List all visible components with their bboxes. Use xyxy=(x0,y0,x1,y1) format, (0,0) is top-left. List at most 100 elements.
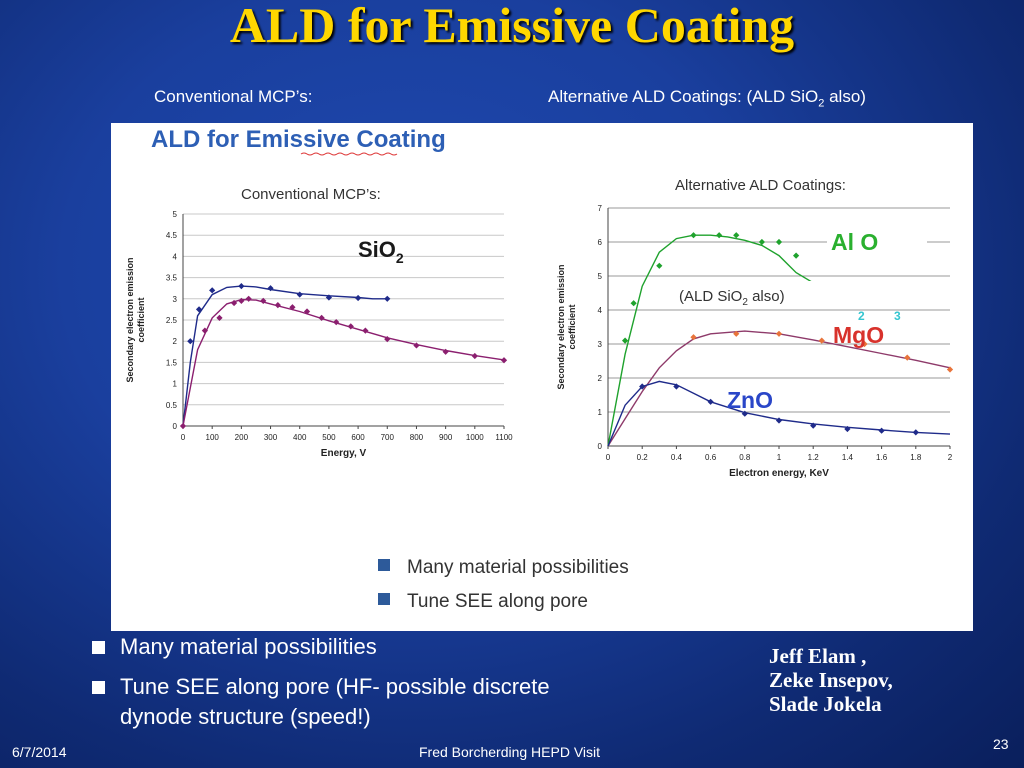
y-tick-label: 4 xyxy=(598,306,603,315)
bullet-item: Many material possibilities xyxy=(90,632,590,662)
x-tick-label: 2 xyxy=(948,453,953,462)
y-axis-label: Secondary electron emission xyxy=(556,264,566,389)
x-tick-label: 1.2 xyxy=(808,453,820,462)
series-point-0 xyxy=(630,300,637,307)
x-tick-label: 0 xyxy=(606,453,611,462)
legend-square-2 xyxy=(378,593,390,605)
y-tick-label: 1 xyxy=(173,380,178,389)
x-tick-label: 700 xyxy=(381,433,395,442)
series-point-1 xyxy=(274,302,281,309)
y-tick-label: 3.5 xyxy=(166,274,178,283)
series-point-0 xyxy=(656,262,663,269)
series-point-0 xyxy=(209,287,216,294)
embedded-figure: ALD for Emissive Coating Conventional MC… xyxy=(111,123,973,631)
series-point-2 xyxy=(878,427,885,434)
series-point-1 xyxy=(690,334,697,341)
y-tick-label: 4.5 xyxy=(166,231,178,240)
x-tick-label: 0.8 xyxy=(739,453,751,462)
series-point-1 xyxy=(471,352,478,360)
legend-square-1 xyxy=(378,559,390,571)
series-point-1 xyxy=(775,330,783,337)
y-tick-label: 1 xyxy=(598,408,603,417)
x-axis-label: Electron energy, KeV xyxy=(729,468,829,479)
y-axis-label-2: coefficient xyxy=(136,297,146,342)
series-point-1 xyxy=(904,354,911,361)
figure-title: ALD for Emissive Coating xyxy=(151,126,446,153)
series-point-0 xyxy=(384,295,391,302)
x-tick-label: 1000 xyxy=(466,433,484,442)
subtitle-conventional: Conventional MCP’s: xyxy=(154,87,313,106)
x-tick-label: 400 xyxy=(293,433,307,442)
footer-date: 6/7/2014 xyxy=(12,744,67,760)
legend-item-1: Many material possibilities xyxy=(407,557,629,578)
series-point-2 xyxy=(775,417,783,424)
author-line: Slade Jokela xyxy=(769,692,882,716)
y-tick-label: 4 xyxy=(173,252,178,261)
y-tick-label: 3 xyxy=(598,340,603,349)
right-chart-caption: Alternative ALD Coatings: xyxy=(675,177,846,194)
x-tick-label: 1 xyxy=(777,453,782,462)
x-tick-label: 800 xyxy=(410,433,424,442)
footer-center: Fred Borcherding HEPD Visit xyxy=(419,744,601,760)
series-point-0 xyxy=(354,294,362,302)
series-point-0 xyxy=(621,337,629,344)
series-point-0 xyxy=(296,291,303,298)
zno-label: ZnO xyxy=(727,387,773,413)
authors: Jeff Elam , Zeke Insepov, Slade Jokela xyxy=(769,644,893,716)
legend-item-2: Tune SEE along pore xyxy=(407,591,588,612)
x-tick-label: 0.2 xyxy=(637,453,649,462)
x-tick-label: 1.4 xyxy=(842,453,854,462)
series-point-0 xyxy=(792,252,800,259)
series-point-2 xyxy=(707,398,714,405)
alo-subscript-3: 3 xyxy=(894,309,901,323)
y-tick-label: 1.5 xyxy=(166,358,178,367)
y-tick-label: 2 xyxy=(173,337,178,346)
y-tick-label: 0 xyxy=(598,442,603,451)
x-tick-label: 500 xyxy=(322,433,336,442)
x-axis-label: Energy, V xyxy=(321,448,367,459)
bullet-item: Tune SEE along pore (HF- possible discre… xyxy=(90,672,590,732)
chart-conventional-mcp: 0 100 200 300 400 500 600 700 800 900 1000 1100 0 0.5… xyxy=(125,210,513,459)
series-point-1 xyxy=(818,337,825,344)
series-point-0 xyxy=(733,232,740,239)
y-tick-label: 2 xyxy=(598,374,603,383)
page-number: 23 xyxy=(993,736,1009,752)
x-tick-label: 0.6 xyxy=(705,453,717,462)
author-line: Zeke Insepov, xyxy=(769,668,893,692)
series-point-0 xyxy=(238,282,245,290)
y-tick-label: 5 xyxy=(173,210,178,219)
x-tick-label: 1.6 xyxy=(876,453,888,462)
y-tick-label: 5 xyxy=(598,272,603,281)
x-tick-label: 100 xyxy=(206,433,220,442)
x-tick-label: 1.8 xyxy=(910,453,922,462)
left-chart-caption: Conventional MCP’s: xyxy=(241,186,381,203)
spellcheck-underline xyxy=(300,152,398,156)
subtitle-alternative: Alternative ALD Coatings: (ALD SiO2 also… xyxy=(548,87,866,110)
y-tick-label: 3 xyxy=(173,295,178,304)
x-tick-label: 300 xyxy=(264,433,278,442)
slide-title: ALD for Emissive Coating xyxy=(229,0,795,53)
bullet-square-icon xyxy=(92,641,105,654)
x-tick-label: 200 xyxy=(235,433,249,442)
bullet-square-icon xyxy=(92,681,105,694)
series-point-1 xyxy=(245,295,252,302)
ald-note: (ALD SiO2 also) xyxy=(679,288,785,308)
series-line-1 xyxy=(182,298,505,427)
author-line: Jeff Elam , xyxy=(769,644,867,668)
series-line-1 xyxy=(607,330,951,447)
series-point-1 xyxy=(347,323,354,330)
alo-label-background xyxy=(827,223,927,263)
y-tick-label: 0.5 xyxy=(166,401,178,410)
y-tick-label: 7 xyxy=(598,204,603,213)
y-axis-label-2: coefficient xyxy=(567,304,577,349)
y-tick-label: 6 xyxy=(598,238,603,247)
ald-note-background xyxy=(676,281,826,309)
y-tick-label: 2.5 xyxy=(166,316,178,325)
series-point-1 xyxy=(413,342,420,349)
x-tick-label: 600 xyxy=(351,433,365,442)
x-tick-label: 1100 xyxy=(495,433,513,442)
mgo-label: MgO xyxy=(833,322,884,348)
x-tick-label: 900 xyxy=(439,433,453,442)
series-point-0 xyxy=(775,238,783,246)
sio2-label: SiO2 xyxy=(358,237,404,266)
